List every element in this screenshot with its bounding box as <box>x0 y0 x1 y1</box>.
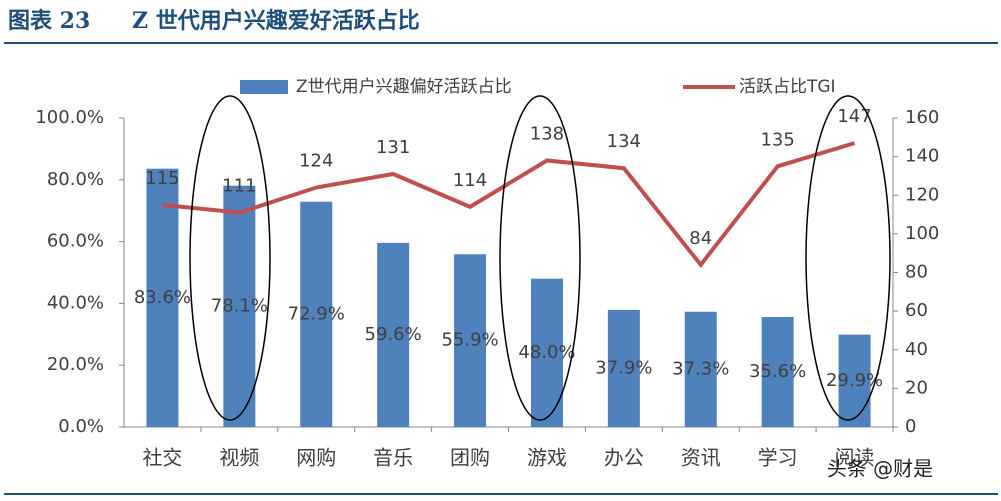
line-value-label: 84 <box>689 228 712 249</box>
line-value-label: 114 <box>453 170 487 191</box>
bar <box>454 254 487 427</box>
bar <box>300 201 333 427</box>
plot: 0.0% 20.0% 40.0% 60.0% 80.0% 100.0% 0 20 40 60 80 1… <box>35 77 939 470</box>
x-tick-label: 网购 <box>296 446 336 470</box>
bar-value-label: 59.6% <box>365 324 422 345</box>
line-value-label: 131 <box>376 137 410 158</box>
y2-tick-label: 20 <box>905 377 928 398</box>
y-tick-label: 100.0% <box>35 107 104 128</box>
bar-value-label: 29.9% <box>826 370 883 391</box>
watermark: 头条 @财是 <box>827 457 933 481</box>
y2-tick-label: 0 <box>905 416 916 437</box>
x-tick-label: 办公 <box>604 446 644 470</box>
x-tick-label: 资讯 <box>681 446 721 470</box>
y-tick-label: 40.0% <box>47 292 104 313</box>
highlight-ellipse <box>805 95 891 421</box>
bar-value-label: 37.9% <box>595 357 652 378</box>
line-value-label: 134 <box>607 131 641 152</box>
legend-label: Z世代用户兴趣偏好活跃占比 <box>296 77 512 97</box>
x-tick-label: 音乐 <box>373 446 413 470</box>
y-tick-label: 80.0% <box>47 169 104 190</box>
x-tick-label: 团购 <box>450 446 490 470</box>
bar-value-label: 72.9% <box>288 303 345 324</box>
bar-value-label: 35.6% <box>749 361 806 382</box>
y2-tick-label: 100 <box>905 223 939 244</box>
bar <box>761 316 794 427</box>
x-tick-label: 学习 <box>758 446 798 470</box>
figure-label: 图表 23 <box>8 8 90 34</box>
y2-tick-label: 40 <box>905 339 928 360</box>
y2-tick-label: 120 <box>905 184 939 205</box>
x-tick-label: 游戏 <box>527 446 567 470</box>
bar-value-label: 37.3% <box>672 358 729 379</box>
line-value-label: 138 <box>530 123 564 144</box>
x-tick-label: 视频 <box>219 446 259 470</box>
line-value-label: 111 <box>222 176 256 197</box>
bar <box>223 185 256 427</box>
bar-value-label: 78.1% <box>211 295 268 316</box>
bar-value-label: 55.9% <box>441 330 498 351</box>
x-tick-label: 社交 <box>142 446 182 470</box>
highlight-ellipse <box>189 95 271 421</box>
y2-tick-label: 80 <box>905 262 928 283</box>
y2-tick-label: 60 <box>905 300 928 321</box>
x-tick-label: 阅读 <box>835 446 875 470</box>
legend-swatch <box>240 80 288 94</box>
y-tick-label: 60.0% <box>47 231 104 252</box>
chart-title: Z 世代用户兴趣爱好活跃占比 <box>132 8 420 34</box>
legend-label: 活跃占比TGI <box>739 77 836 97</box>
line-value-label: 147 <box>837 106 871 127</box>
line-value-label: 135 <box>760 129 794 150</box>
line <box>162 141 856 269</box>
y-tick-label: 0.0% <box>58 416 104 437</box>
y2-tick-label: 160 <box>905 107 939 128</box>
bar <box>377 242 410 427</box>
y2-tick-label: 140 <box>905 146 939 167</box>
bar <box>838 334 871 427</box>
bar-value-label: 83.6% <box>134 287 191 308</box>
bar <box>146 168 179 427</box>
bar <box>684 311 717 427</box>
bar-value-label: 48.0% <box>518 342 575 363</box>
line-value-label: 115 <box>145 168 179 189</box>
line-value-label: 124 <box>299 151 333 172</box>
highlight-ellipse <box>499 95 581 421</box>
bar <box>607 309 640 427</box>
y-tick-label: 20.0% <box>47 354 104 375</box>
